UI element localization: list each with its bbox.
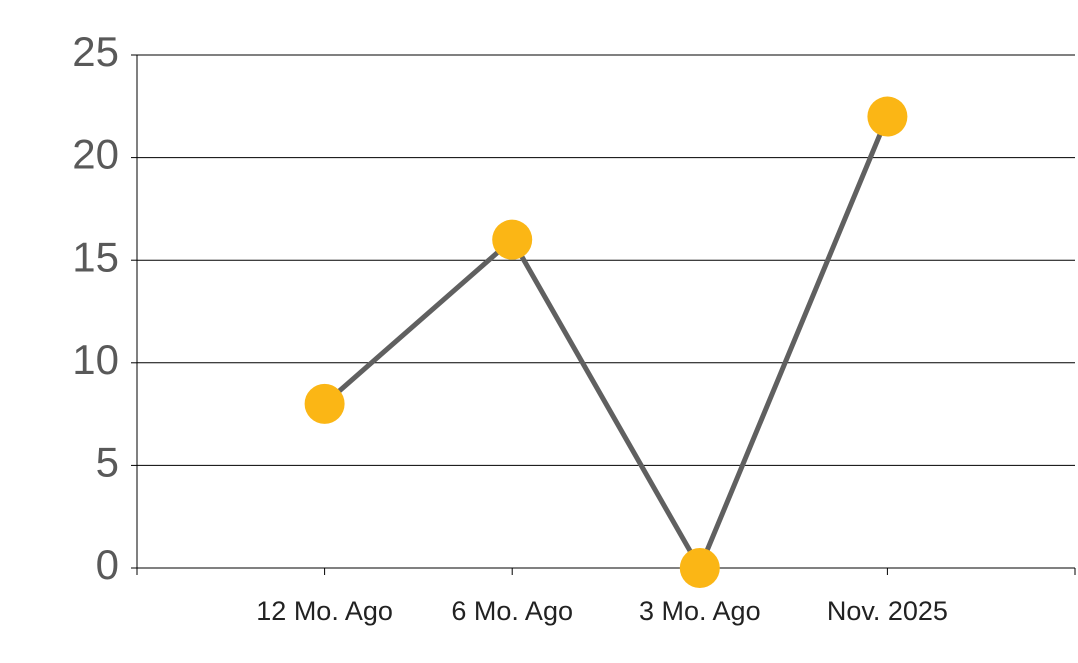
line [322, 115, 890, 574]
x-tick-label: 6 Mo. Ago [451, 596, 573, 626]
x-tick-label: 12 Mo. Ago [256, 596, 393, 626]
x-tick-label: Nov. 2025 [827, 596, 948, 626]
marker [304, 383, 345, 424]
y-tick-label: 25 [72, 28, 119, 75]
marker [492, 219, 533, 260]
y-tick-label: 0 [96, 541, 119, 588]
marker [679, 548, 720, 588]
y-tick-label: 5 [96, 438, 119, 485]
x-tick-label: 3 Mo. Ago [639, 596, 761, 626]
y-tick-label: 15 [72, 233, 119, 280]
y-tick-label: 20 [72, 131, 119, 178]
y-tick-label: 10 [72, 336, 119, 383]
marker [867, 96, 908, 137]
